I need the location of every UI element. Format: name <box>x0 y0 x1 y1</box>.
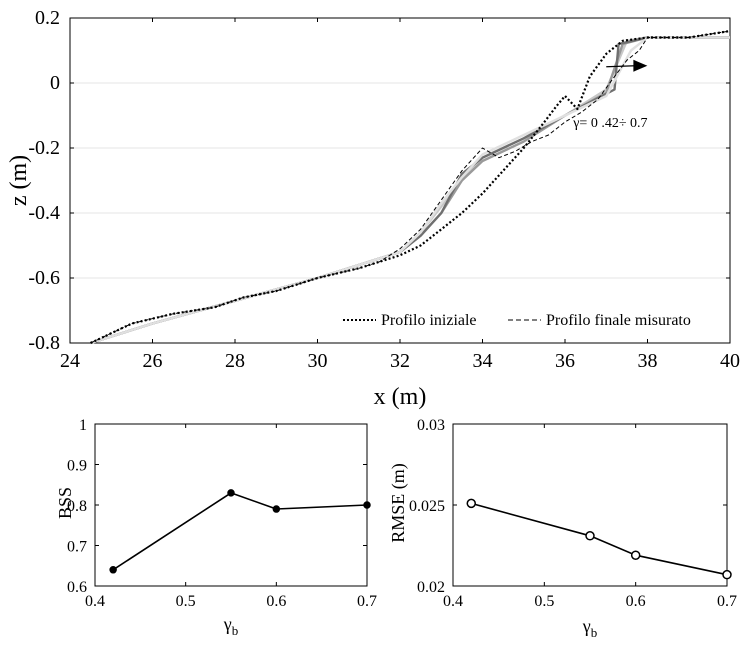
x-tick-label: 0.4 <box>85 593 105 610</box>
profile-chart: 24 26 28 30 32 34 36 38 40 -0.8 -0.6 -0.4 -0.2 0 0.2 x… <box>6 7 740 410</box>
x-tick-label: 0.4 <box>443 593 463 610</box>
legend-label-profilo-iniziale: Profilo iniziale <box>381 312 477 329</box>
profile-y-axis-label: z (m) <box>6 155 32 206</box>
x-tick-label: 38 <box>638 350 658 372</box>
y-tick-label: 0.6 <box>67 579 87 596</box>
bss-x-label-symbol: γ <box>223 614 232 634</box>
x-tick-label: 26 <box>143 350 163 372</box>
y-tick-label: 0.02 <box>417 579 445 596</box>
series-profilo-finale-misurato <box>90 30 731 344</box>
profile-ticks: 24 26 28 30 32 34 36 38 40 -0.8 -0.6 -0.4 -0.2 0 0.2 <box>28 7 740 372</box>
legend-label-profilo-finale: Profilo finale misurato <box>546 312 691 329</box>
x-tick-label: 24 <box>60 350 80 372</box>
data-point-marker <box>722 569 732 580</box>
bss-x-axis-label: γb <box>223 614 238 638</box>
x-tick-label: 0.7 <box>717 593 737 610</box>
profile-x-axis-label: x (m) <box>374 384 427 410</box>
rmse-ticks: 0.4 0.5 0.6 0.7 0.02 0.025 0.03 <box>409 417 737 610</box>
x-tick-label: 0.6 <box>266 593 286 610</box>
gamma-arrow <box>606 65 636 68</box>
data-point-marker <box>227 489 235 497</box>
y-tick-label: 0.2 <box>35 7 60 29</box>
profile-series-group <box>90 29 731 345</box>
x-tick-label: 0.7 <box>357 593 377 610</box>
bss-chart: 0.4 0.5 0.6 0.7 0.6 0.7 0.8 0.9 1 BSS γb <box>55 417 377 638</box>
x-tick-label: 34 <box>473 350 493 372</box>
y-tick-label: -0.2 <box>28 137 60 159</box>
x-tick-label: 30 <box>308 350 328 372</box>
profile-plot-frame <box>69 17 731 344</box>
series-line <box>471 502 728 576</box>
bss-y-axis-label: BSS <box>55 487 75 519</box>
y-tick-label: 0.03 <box>417 417 445 434</box>
gamma-arrowhead <box>633 59 648 72</box>
model-profile-series-5 <box>90 36 730 345</box>
rmse-x-label-subscript: b <box>591 625 598 640</box>
y-tick-label: -0.8 <box>28 332 60 354</box>
gamma-range-annotation-group: γ= 0 .42÷ 0.7 <box>572 59 648 131</box>
data-point-marker <box>630 550 641 560</box>
x-tick-label: 28 <box>225 350 245 372</box>
profile-gridlines <box>70 17 730 344</box>
data-point-marker <box>109 566 117 574</box>
bss-x-label-subscript: b <box>232 623 239 638</box>
gamma-range-annotation: γ= 0 .42÷ 0.7 <box>572 116 647 131</box>
x-tick-label: 32 <box>390 350 410 372</box>
y-tick-label: 0 <box>50 72 60 94</box>
data-point-marker <box>466 498 477 509</box>
y-tick-label: -0.4 <box>28 202 60 224</box>
rmse-y-axis-label: RMSE (m) <box>388 463 409 543</box>
profile-legend: Profilo iniziale Profilo finale misurato <box>343 312 691 329</box>
y-tick-label: 0.9 <box>67 458 87 475</box>
rmse-x-axis-label: γb <box>582 616 597 640</box>
series-profilo-iniziale <box>90 29 731 344</box>
bss-ticks: 0.4 0.5 0.6 0.7 0.6 0.7 0.8 0.9 1 <box>67 417 377 610</box>
y-tick-label: 1 <box>79 417 87 434</box>
x-tick-label: 0.5 <box>176 593 196 610</box>
rmse-plot-frame <box>452 423 728 587</box>
x-tick-label: 40 <box>720 350 740 372</box>
series-line <box>112 492 368 571</box>
bss-series-group <box>109 489 371 574</box>
x-tick-label: 0.6 <box>626 593 646 610</box>
y-tick-label: 0.7 <box>67 539 87 556</box>
rmse-x-label-symbol: γ <box>582 616 591 636</box>
y-tick-label: 0.8 <box>67 498 87 515</box>
bss-plot-frame <box>94 423 368 587</box>
data-point-marker <box>585 531 595 541</box>
x-tick-label: 36 <box>555 350 575 372</box>
x-tick-label: 0.5 <box>534 593 554 610</box>
rmse-series-group <box>466 498 732 580</box>
rmse-chart: 0.4 0.5 0.6 0.7 0.02 0.025 0.03 RMSE (m) γb <box>388 417 737 640</box>
y-tick-label: 0.025 <box>409 498 445 515</box>
y-tick-label: -0.6 <box>28 267 60 289</box>
data-point-marker <box>272 505 281 513</box>
